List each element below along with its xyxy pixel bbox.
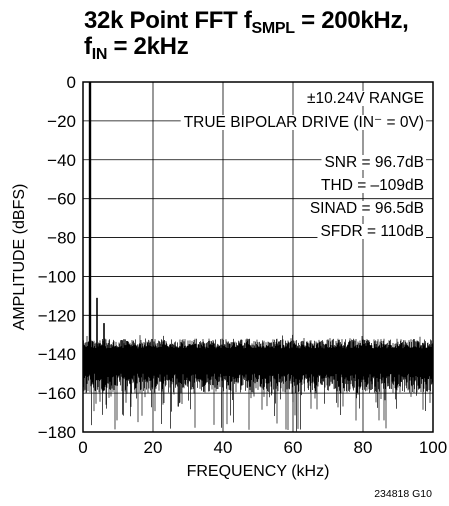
x-tick-60: 60: [284, 438, 303, 457]
y-tick-labels: 0 −20 −40 −60 −80 −100 −120 −140 −160 −180: [38, 73, 76, 442]
annotation-backgrounds: [180, 91, 426, 239]
x-axis-label: FREQUENCY (kHz): [187, 463, 330, 480]
annotation-3: THD = –109dB: [321, 177, 424, 194]
annotation-5: SFDR = 110dB: [320, 223, 424, 240]
annotation-bg-2: [321, 155, 426, 170]
x-tick-labels: 0 20 40 60 80 100: [78, 438, 447, 457]
annotation-4: SINAD = 96.5dB: [310, 200, 424, 217]
y-tick-neg80: −80: [47, 229, 76, 248]
title-line-1: 32k Point FFT fSMPL = 200kHz,: [84, 7, 409, 37]
x-tick-0: 0: [78, 438, 87, 457]
annotation-bg-1: [180, 115, 426, 130]
annotation-0: ±10.24V RANGE: [307, 90, 424, 107]
figure-id: 234818 G10: [374, 488, 432, 500]
y-tick-neg20: −20: [47, 112, 76, 131]
annotations: ±10.24V RANGE TRUE BIPOLAR DRIVE (IN⁻ = 0…: [184, 90, 424, 240]
y-tick-neg120: −120: [38, 306, 76, 325]
fft-spectrum: [82, 82, 434, 432]
x-tick-80: 80: [354, 438, 373, 457]
y-axis-label: AMPLITUDE (dBFS): [11, 184, 28, 331]
x-tick-20: 20: [144, 438, 163, 457]
chart-title: 32k Point FFT fSMPL = 200kHz, fIN = 2kHz: [84, 7, 409, 63]
x-tick-40: 40: [214, 438, 233, 457]
title-line-2: fIN = 2kHz: [84, 33, 189, 63]
y-tick-neg40: −40: [47, 151, 76, 170]
annotation-bg-0: [303, 91, 426, 106]
x-tick-100: 100: [419, 438, 447, 457]
annotation-2: SNR = 96.7dB: [324, 154, 424, 171]
noise-floor: [82, 334, 434, 432]
y-tick-neg100: −100: [38, 267, 76, 286]
annotation-1: TRUE BIPOLAR DRIVE (IN⁻ = 0V): [184, 114, 424, 131]
y-tick-neg180: −180: [38, 423, 76, 442]
y-tick-neg60: −60: [47, 190, 76, 209]
y-tick-neg160: −160: [38, 384, 76, 403]
annotation-bg-5: [317, 224, 426, 239]
annotation-bg-4: [306, 201, 426, 216]
y-tick-neg140: −140: [38, 345, 76, 364]
y-tick-0: 0: [67, 73, 76, 92]
plot-frame: [82, 81, 434, 433]
annotation-bg-3: [318, 178, 426, 193]
